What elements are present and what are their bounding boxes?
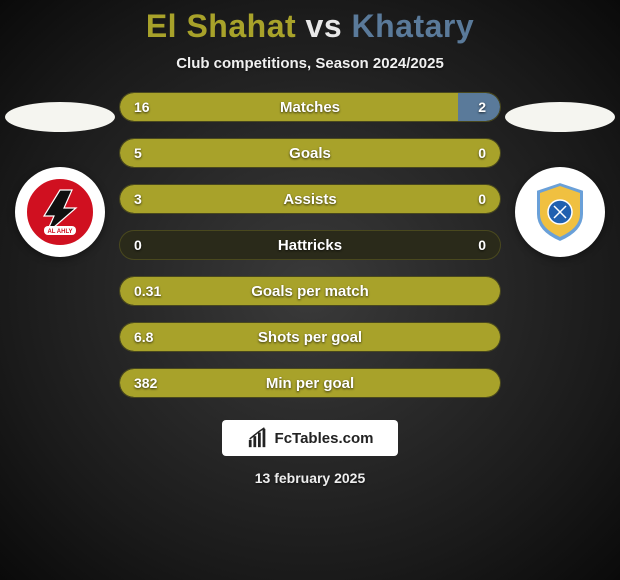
stat-label: Goals (120, 139, 500, 167)
comparison-title: El Shahat vs Khatary (0, 0, 620, 45)
stat-row: 30Assists (119, 184, 501, 214)
stat-row: 0.31Goals per match (119, 276, 501, 306)
stat-row: 382Min per goal (119, 368, 501, 398)
stat-label: Shots per goal (120, 323, 500, 351)
player-left-silhouette (5, 102, 115, 132)
stat-row: 00Hattricks (119, 230, 501, 260)
club-right-column (500, 102, 620, 257)
stat-row: 6.8Shots per goal (119, 322, 501, 352)
ismaily-icon (524, 176, 596, 248)
stat-label: Goals per match (120, 277, 500, 305)
stat-label: Assists (120, 185, 500, 213)
brand-badge: FcTables.com (222, 420, 398, 456)
al-ahly-icon: AL AHLY (24, 176, 96, 248)
comparison-main: AL AHLY 162Matches 50Goals 30Assists 00Hatt… (0, 92, 620, 398)
club-left-column: AL AHLY (0, 102, 120, 257)
club-right-badge (515, 167, 605, 257)
player-left-name: El Shahat (146, 8, 296, 44)
footer-date: 13 february 2025 (0, 470, 620, 486)
stat-row: 162Matches (119, 92, 501, 122)
stat-label: Matches (120, 93, 500, 121)
stat-row: 50Goals (119, 138, 501, 168)
player-right-name: Khatary (352, 8, 475, 44)
subtitle: Club competitions, Season 2024/2025 (0, 55, 620, 72)
svg-text:AL AHLY: AL AHLY (47, 229, 72, 235)
comparison-bars: 162Matches 50Goals 30Assists 00Hattricks 0.3… (119, 92, 501, 398)
fctables-icon (247, 427, 269, 449)
stat-label: Min per goal (120, 369, 500, 397)
club-left-badge: AL AHLY (15, 167, 105, 257)
vs-text: vs (306, 8, 343, 44)
player-right-silhouette (505, 102, 615, 132)
brand-text: FcTables.com (275, 430, 374, 447)
stat-label: Hattricks (120, 231, 500, 259)
